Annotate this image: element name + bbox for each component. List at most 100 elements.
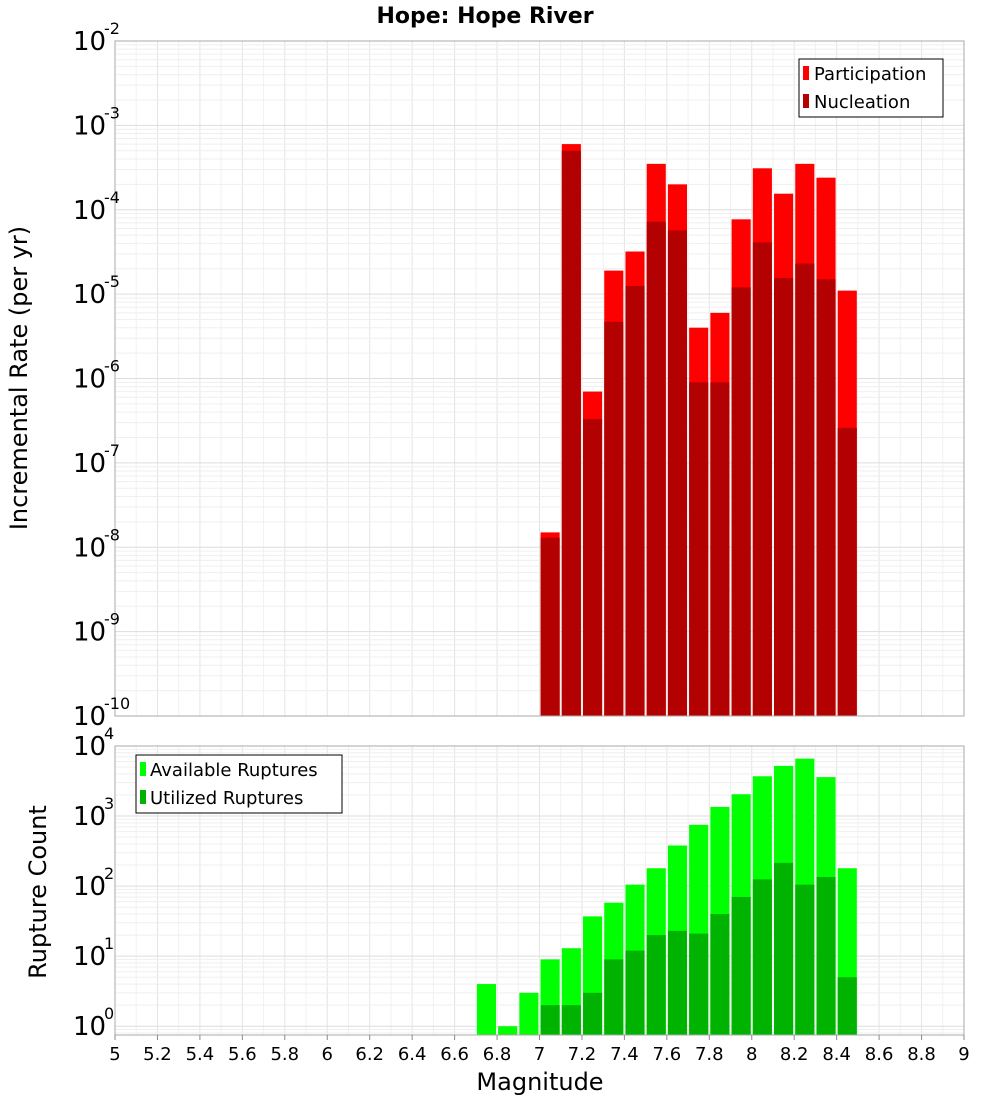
y-tick-label-base: 10 (73, 702, 106, 732)
y-tick-label-base: 10 (73, 111, 106, 141)
y-tick-label-base: 10 (73, 1012, 106, 1042)
y-tick-label-base: 10 (73, 449, 106, 479)
participation-legend-swatch (803, 66, 809, 80)
y-tick-label-exponent: -9 (104, 610, 120, 629)
y-tick-label-base: 10 (73, 872, 106, 902)
x-tick-label: 8 (746, 1044, 757, 1065)
rate-y-axis-label: Incremental Rate (per yr) (5, 226, 33, 530)
nucleation-bar (689, 382, 709, 716)
utilized-legend-swatch (140, 790, 146, 804)
nucleation-bar (583, 419, 603, 716)
rate-bars (540, 144, 857, 717)
x-tick-label: 7.6 (653, 1044, 682, 1065)
nucleation-bar (646, 221, 666, 716)
x-tick-label: 5.4 (186, 1044, 215, 1065)
x-tick-label: 6.4 (398, 1044, 427, 1065)
y-tick-label-exponent: -7 (104, 441, 120, 460)
count-y-axis-label: Rupture Count (24, 805, 52, 979)
utilized-ruptures-bar (667, 930, 688, 1035)
nucleation-bar (667, 230, 688, 716)
y-tick-label-exponent: -5 (104, 272, 120, 291)
x-axis-label: Magnitude (476, 1068, 603, 1096)
rate-grid (115, 41, 964, 717)
y-tick-label-base: 10 (73, 280, 106, 310)
utilized-ruptures-bar (837, 977, 857, 1035)
available-legend-swatch (140, 762, 146, 776)
nucleation-bar (710, 382, 730, 716)
available-ruptures-bar (498, 1026, 518, 1035)
utilized-legend-label: Utilized Ruptures (150, 788, 303, 809)
y-tick-label-exponent: 1 (104, 934, 114, 953)
nucleation-bar (752, 242, 772, 716)
count-grid (115, 746, 964, 1035)
x-tick-label: 5.6 (228, 1044, 257, 1065)
y-tick-label-base: 10 (73, 196, 106, 226)
x-tick-label: 7.4 (610, 1044, 639, 1065)
nucleation-legend-label: Nucleation (814, 92, 910, 113)
available-legend-label: Available Ruptures (150, 760, 318, 781)
x-tick-label: 8.8 (907, 1044, 936, 1065)
y-tick-label-exponent: -4 (104, 188, 120, 207)
nucleation-bar (774, 278, 794, 716)
utilized-ruptures-bar (604, 959, 624, 1035)
y-tick-label-exponent: 3 (104, 794, 114, 813)
rate-plot-frame (114, 40, 965, 717)
chart-title: Hope: Hope River (376, 4, 593, 29)
nucleation-legend-swatch (803, 94, 809, 108)
x-tick-label: 5.8 (270, 1044, 299, 1065)
utilized-ruptures-bar (795, 884, 815, 1035)
participation-legend-label: Participation (814, 64, 926, 85)
y-tick-label-exponent: -8 (104, 525, 120, 544)
y-tick-label-exponent: 0 (104, 1004, 114, 1023)
y-tick-label-exponent: -3 (104, 103, 120, 122)
utilized-ruptures-bar (774, 862, 794, 1035)
x-tick-label: 6.6 (440, 1044, 469, 1065)
rate-legend-box (798, 58, 944, 118)
utilized-ruptures-bar (540, 1005, 560, 1035)
y-tick-label-base: 10 (73, 27, 106, 57)
y-tick-label-exponent: -2 (104, 19, 120, 38)
x-tick-label: 8.4 (822, 1044, 851, 1065)
utilized-ruptures-bar (583, 992, 603, 1035)
y-tick-label-base: 10 (73, 732, 106, 762)
x-tick-label: 7.2 (568, 1044, 597, 1065)
count-legend: Available Ruptures Utilized Ruptures (135, 754, 343, 814)
available-ruptures-bar (519, 992, 539, 1035)
x-tick-label: 7.8 (695, 1044, 724, 1065)
available-ruptures-bar (476, 984, 496, 1035)
nucleation-bar (816, 279, 836, 716)
x-tick-label: 5.2 (143, 1044, 172, 1065)
nucleation-bar (625, 285, 645, 716)
y-tick-label-exponent: 4 (104, 724, 114, 743)
count-legend-box (135, 754, 343, 814)
utilized-ruptures-bar (816, 876, 836, 1035)
utilized-ruptures-bar (710, 914, 730, 1035)
nucleation-bar (540, 537, 560, 716)
magnitude-x-ticks: 5 5.2 5.4 5.6 5.8 6 6.2 6.4 6.6 6.8 7 7.2 7.4 7.6 7.8 8… (109, 1035, 970, 1065)
y-tick-label-base: 10 (73, 942, 106, 972)
y-tick-label-base: 10 (73, 802, 106, 832)
x-tick-label: 6.8 (483, 1044, 512, 1065)
nucleation-bar (731, 287, 751, 716)
x-tick-label: 6 (322, 1044, 333, 1065)
y-tick-label-base: 10 (73, 618, 106, 648)
x-tick-label: 8.6 (865, 1044, 894, 1065)
utilized-ruptures-bar (646, 935, 666, 1035)
utilized-ruptures-bar (752, 879, 772, 1035)
y-tick-label-exponent: 2 (104, 864, 114, 883)
y-tick-label-base: 10 (73, 533, 106, 563)
x-tick-label: 8.2 (780, 1044, 809, 1065)
x-tick-label: 5 (109, 1044, 120, 1065)
nucleation-bar (795, 263, 815, 716)
x-tick-label: 7 (534, 1044, 545, 1065)
utilized-ruptures-bar (731, 896, 751, 1035)
y-tick-label-exponent: -6 (104, 357, 120, 376)
y-tick-label-base: 10 (73, 365, 106, 395)
utilized-ruptures-bar (625, 950, 645, 1035)
utilized-ruptures-bar (689, 933, 709, 1035)
x-tick-label: 9 (958, 1044, 969, 1065)
rate-legend: Participation Nucleation (798, 58, 944, 118)
